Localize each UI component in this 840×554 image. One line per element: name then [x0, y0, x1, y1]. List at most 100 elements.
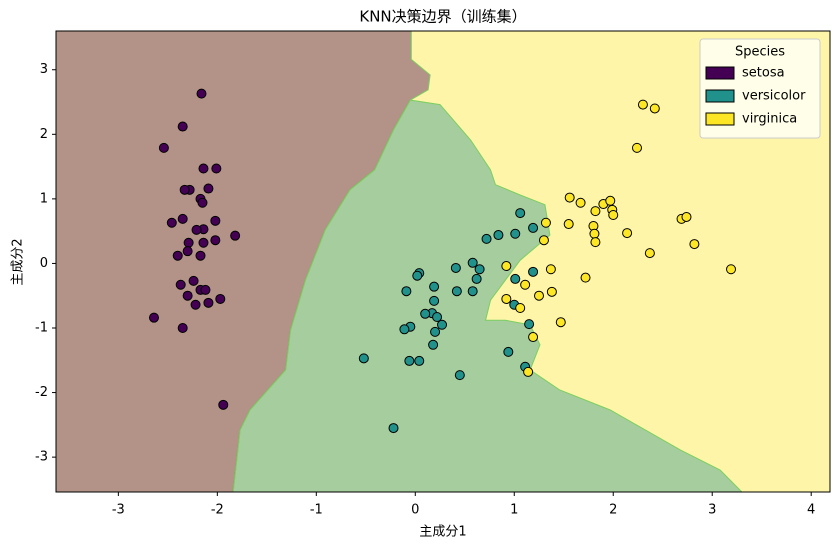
point: [503, 346, 514, 357]
point: [211, 163, 222, 174]
point: [501, 293, 512, 304]
x-tick-label: -2: [211, 503, 224, 518]
point: [590, 206, 601, 217]
legend-title: Species: [735, 45, 785, 60]
point: [450, 262, 461, 273]
y-tick-label: -3: [35, 450, 48, 465]
legend-swatch: [705, 66, 735, 80]
y-tick-label: -1: [35, 321, 48, 336]
point: [590, 237, 601, 248]
point: [515, 208, 526, 219]
point: [580, 272, 591, 283]
point: [540, 217, 551, 228]
x-tick-label: 3: [708, 503, 716, 518]
y-tick-label: -2: [35, 385, 48, 400]
point: [215, 293, 226, 304]
point: [182, 246, 193, 257]
point: [649, 103, 660, 114]
point: [197, 197, 208, 208]
point: [188, 275, 199, 286]
point: [198, 163, 209, 174]
point: [166, 217, 177, 228]
point: [520, 279, 531, 290]
plot-frame: [55, 30, 831, 493]
point: [681, 211, 692, 222]
point: [399, 324, 410, 335]
point: [528, 222, 539, 233]
point: [481, 233, 492, 244]
x-tick-label: -1: [310, 503, 323, 518]
point: [196, 88, 207, 99]
point: [190, 299, 201, 310]
point: [428, 339, 439, 350]
point: [528, 332, 539, 343]
point: [467, 257, 478, 268]
point: [401, 286, 412, 297]
point: [546, 286, 557, 297]
point: [182, 290, 193, 301]
point: [474, 264, 485, 275]
y-tick-label: 0: [40, 256, 48, 271]
y-tick-label: 3: [40, 62, 48, 77]
point: [177, 323, 188, 334]
point: [412, 270, 423, 281]
point: [172, 250, 183, 261]
point: [575, 197, 586, 208]
legend-label: setosa: [742, 66, 785, 81]
point: [564, 192, 575, 203]
point: [191, 224, 202, 235]
point: [437, 319, 448, 330]
x-tick-label: 2: [609, 503, 617, 518]
point: [198, 237, 209, 248]
x-tick-label: -3: [112, 503, 125, 518]
point: [451, 286, 462, 297]
point: [177, 213, 188, 224]
point: [200, 284, 211, 295]
point: [471, 273, 482, 284]
point: [501, 261, 512, 272]
y-tick-label: 2: [40, 127, 48, 142]
point: [726, 264, 737, 275]
point: [563, 219, 574, 230]
legend-label: virginica: [742, 112, 797, 127]
point: [493, 230, 504, 241]
point: [454, 370, 465, 381]
point: [534, 290, 545, 301]
point: [175, 279, 186, 290]
x-axis-label: 主成分1: [419, 525, 466, 540]
decision-region: [55, 30, 431, 493]
point: [528, 266, 539, 277]
y-tick-label: 1: [40, 191, 48, 206]
x-tick-label: 0: [411, 503, 419, 518]
point: [210, 215, 221, 226]
point: [589, 228, 600, 239]
point: [218, 399, 229, 410]
point: [538, 235, 549, 246]
point: [429, 295, 440, 306]
point: [179, 184, 190, 195]
point: [631, 142, 642, 153]
point: [158, 142, 169, 153]
legend-swatch: [705, 112, 735, 126]
point: [358, 353, 369, 364]
point: [524, 319, 535, 330]
point: [203, 183, 214, 194]
point: [689, 239, 700, 250]
point: [510, 273, 521, 284]
point: [195, 250, 206, 261]
point: [622, 228, 633, 239]
point: [523, 366, 534, 377]
point: [420, 308, 431, 319]
point: [388, 423, 399, 434]
point: [203, 297, 214, 308]
legend-swatch: [705, 89, 735, 103]
point: [467, 286, 478, 297]
point: [545, 264, 556, 275]
chart-title: KNN决策边界（训练集）: [359, 8, 526, 26]
point: [230, 230, 241, 241]
legend-label: versicolor: [742, 89, 806, 104]
x-tick-label: 4: [807, 503, 815, 518]
point: [605, 195, 616, 206]
point: [404, 355, 415, 366]
